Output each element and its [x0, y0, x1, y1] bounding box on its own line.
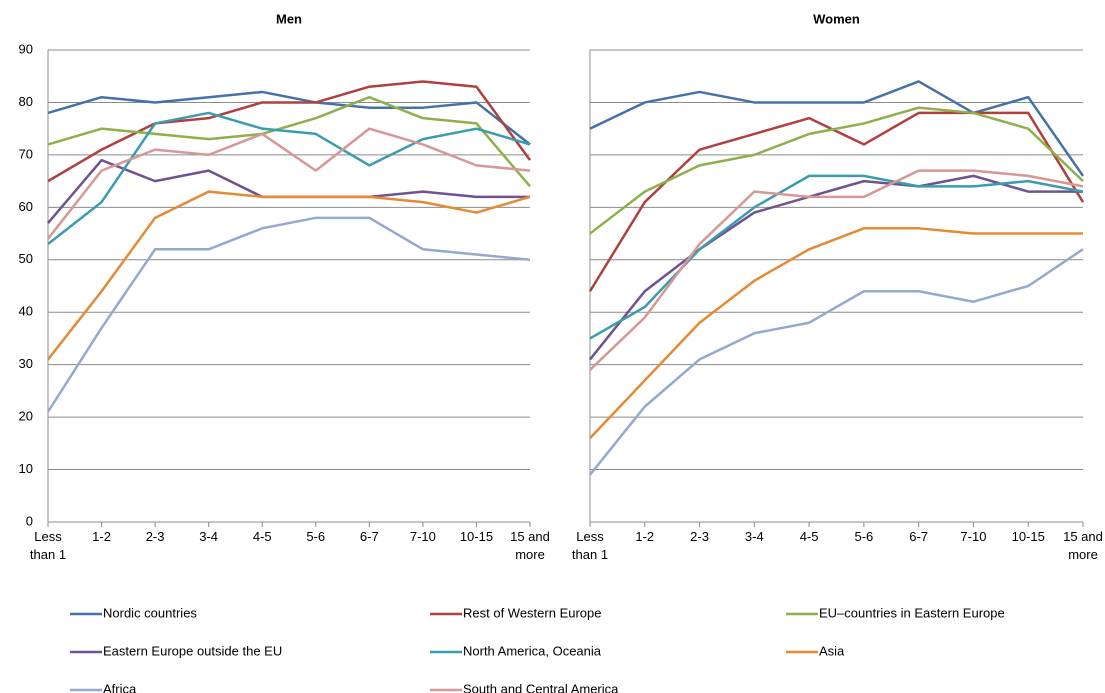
x-tick-label: 7-10: [960, 529, 987, 544]
series-line: [589, 174, 1084, 340]
x-tick-label: 2-3: [145, 529, 165, 544]
y-tick-label: 60: [19, 199, 33, 214]
chart-title: Women: [813, 11, 860, 26]
legend-label: Asia: [819, 643, 845, 658]
series-line: [589, 248, 1084, 476]
y-tick-label: 90: [19, 41, 33, 56]
y-tick-label: 30: [19, 356, 33, 371]
series-line: [47, 80, 532, 183]
x-tick-label: 1-2: [92, 529, 111, 544]
series-line: [47, 127, 531, 240]
series-line: [47, 95, 531, 188]
chart-title: Men: [276, 11, 302, 26]
x-tick-label: 15 and more: [510, 529, 550, 562]
legend-label: Rest of Western Europe: [463, 605, 602, 620]
legend-label: Africa: [103, 681, 137, 693]
x-tick-label: 6-7: [359, 529, 379, 544]
x-tick-label: 3-4: [199, 529, 219, 544]
series-line: [47, 111, 531, 246]
series-line: [46, 216, 531, 413]
series-line: [47, 158, 530, 224]
legend-label: Nordic countries: [103, 605, 197, 620]
series-line: [47, 90, 531, 146]
legend-label: South and Central America: [463, 681, 619, 693]
y-tick-label: 10: [19, 461, 33, 476]
series-line: [589, 80, 1085, 177]
x-tick-label: 5-6: [306, 529, 326, 544]
x-tick-label: 5-6: [854, 529, 874, 544]
x-tick-label: 1-2: [635, 529, 655, 544]
x-tick-label: 10-15: [459, 529, 494, 544]
x-tick-label: 7-10: [409, 529, 436, 544]
legend-label: EU–countries in Eastern Europe: [819, 605, 1005, 620]
x-tick-label: Less than 1: [571, 529, 609, 562]
x-tick-label: Less than 1: [29, 529, 67, 562]
legend-label: North America, Oceania: [463, 643, 602, 658]
series-line: [589, 169, 1084, 371]
y-tick-label: 40: [19, 304, 33, 319]
series-line: [47, 190, 531, 361]
x-tick-label: 4-5: [252, 529, 272, 544]
series-line: [589, 227, 1083, 439]
series-line: [589, 174, 1083, 361]
x-tick-label: 15 and more: [1063, 529, 1103, 562]
y-tick-label: 0: [26, 513, 33, 528]
series-line: [589, 106, 1084, 235]
legend-label: Eastern Europe outside the EU: [103, 643, 282, 658]
x-tick-label: 6-7: [909, 529, 929, 544]
y-tick-label: 50: [19, 251, 33, 266]
y-tick-label: 70: [19, 146, 33, 161]
x-tick-label: 3-4: [744, 529, 764, 544]
x-tick-label: 10-15: [1011, 529, 1045, 544]
y-tick-label: 20: [19, 409, 33, 424]
y-tick-label: 80: [19, 94, 33, 109]
series-line: [588, 111, 1085, 292]
x-tick-label: 2-3: [690, 529, 709, 544]
x-tick-label: 4-5: [799, 529, 819, 544]
